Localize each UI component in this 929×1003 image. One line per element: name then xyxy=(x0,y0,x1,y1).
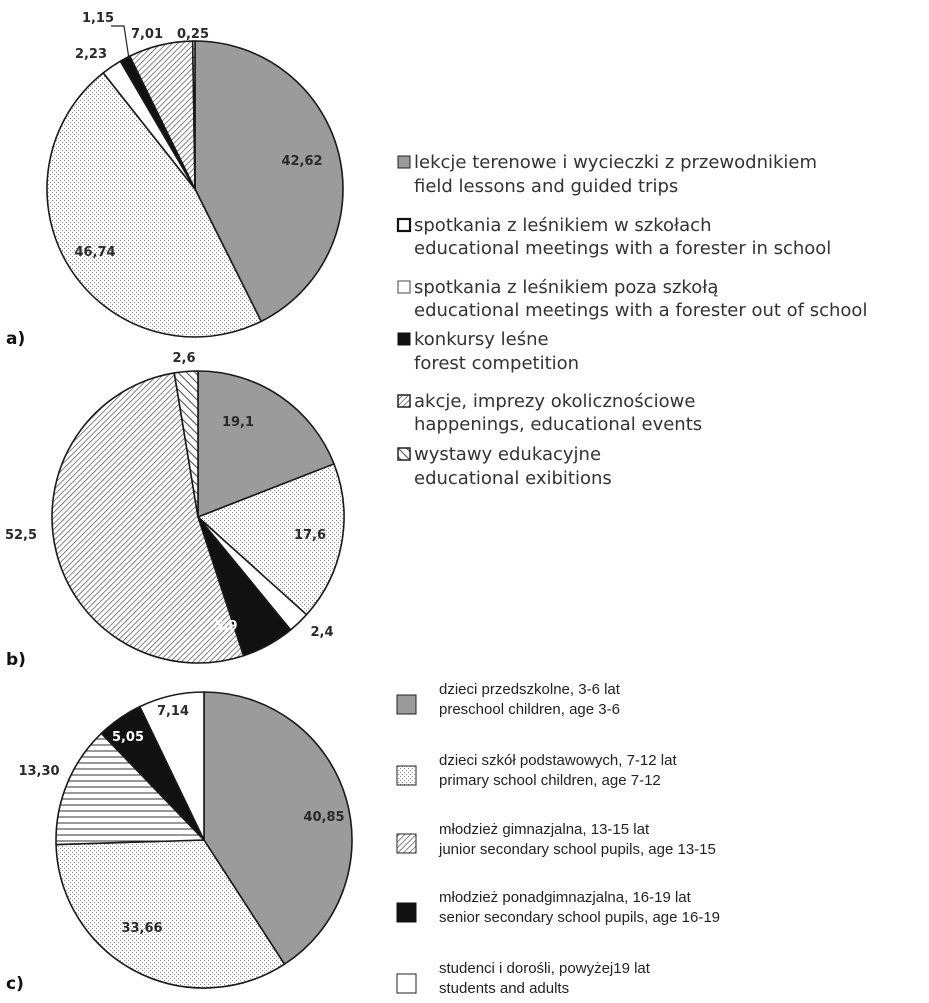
legend-label-pl: studenci i dorośli, powyżej19 lat xyxy=(439,960,651,977)
pie-0-data-label-2: 2,23 xyxy=(75,47,107,62)
legend-label-pl: dzieci przedszkolne, 3-6 lat xyxy=(439,681,621,698)
pie-2-slice-2 xyxy=(55,732,205,846)
legend-item-senior-secondary: młodzież ponadgimnazjalna, 16-19 lat sen… xyxy=(396,889,720,926)
legend-label-pl: wystawy edukacyjne xyxy=(414,444,601,465)
legend-item-happenings: akcje, imprezy okolicznościowe happening… xyxy=(397,391,702,435)
pie-1-data-label-1: 17,6 xyxy=(294,528,326,543)
legend-label-en: preschool children, age 3-6 xyxy=(439,701,620,718)
legend-label-en: students and adults xyxy=(439,980,569,997)
legend-label-pl: lekcje terenowe i wycieczki z przewodnik… xyxy=(414,152,817,173)
legend-label-pl: spotkania z leśnikiem w szkołach xyxy=(414,215,711,236)
legend-activities: lekcje terenowe i wycieczki z przewodnik… xyxy=(396,152,867,489)
panel-letter-a: a) xyxy=(6,329,25,349)
pie-1-slice-4 xyxy=(51,372,245,664)
pie-2-data-label-3: 5,05 xyxy=(112,730,144,745)
pie-0-slice-1 xyxy=(46,72,262,338)
pie-chart-c: 40,85 33,66 13,30 5,05 7,14 xyxy=(18,691,353,989)
legend-item-meetings-out-of-school: spotkania z leśnikiem poza szkołą educat… xyxy=(397,277,867,321)
leader-line-1-15 xyxy=(111,25,130,60)
legend-item-preschool: dzieci przedszkolne, 3-6 lat preschool c… xyxy=(396,681,621,718)
pie-2-data-label-1: 33,66 xyxy=(121,921,162,936)
pie-0-data-label-5: 0,25 xyxy=(177,27,209,42)
pie-1-data-label-3: 5,9 xyxy=(214,619,237,634)
legend-item-students-adults: studenci i dorośli, powyżej19 lat studen… xyxy=(396,960,651,997)
legend-label-en: forest competition xyxy=(414,353,579,374)
panel-letter-b: b) xyxy=(6,650,26,670)
pie-chart-b: 19,1 17,6 2,4 5,9 52,5 2,6 xyxy=(5,351,345,664)
legend-item-junior-secondary: młodzież gimnazjalna, 13-15 lat junior s… xyxy=(396,821,716,858)
leader-lines xyxy=(111,25,130,60)
pie-2-data-label-2: 13,30 xyxy=(18,764,59,779)
pie-1-slice-1 xyxy=(197,463,345,616)
pie-2-slice-1 xyxy=(55,839,286,989)
pie-2-data-label-0: 40,85 xyxy=(303,810,344,825)
pie-1-data-label-4: 52,5 xyxy=(5,528,37,543)
legend-item-primary: dzieci szkół podstawowych, 7-12 lat prim… xyxy=(396,752,677,789)
legend-item-forest-competition: konkursy leśne forest competition xyxy=(397,329,579,374)
pie-0-slice-0 xyxy=(194,40,344,323)
pie-2-data-label-4: 7,14 xyxy=(157,704,189,719)
legend-label-pl: akcje, imprezy okolicznościowe xyxy=(414,391,695,412)
legend-label-en: primary school children, age 7-12 xyxy=(439,772,661,789)
legend-label-en: educational exibitions xyxy=(414,468,612,489)
legend-label-pl: młodzież ponadgimnazjalna, 16-19 lat xyxy=(439,889,692,906)
legend-label-en: senior secondary school pupils, age 16-1… xyxy=(439,909,720,926)
legend-label-pl: konkursy leśne xyxy=(414,329,549,350)
pie-1-data-label-5: 2,6 xyxy=(172,351,195,366)
legend-label-en: junior secondary school pupils, age 13-1… xyxy=(438,841,716,858)
legend-item-field-lessons: lekcje terenowe i wycieczki z przewodnik… xyxy=(397,152,817,197)
pie-0-data-label-4: 7,01 xyxy=(131,27,163,42)
pie-0-data-label-1: 46,74 xyxy=(74,245,115,260)
legend-label-en: educational meetings with a forester in … xyxy=(414,238,831,259)
legend-label-en: field lessons and guided trips xyxy=(414,176,678,197)
pie-chart-a: 42,62 46,74 2,23 1,15 7,01 0,25 xyxy=(46,11,344,338)
pie-1-slice-0 xyxy=(197,370,335,518)
pie-1-data-label-2: 2,4 xyxy=(310,625,333,640)
pie-1-slice-5 xyxy=(173,370,199,518)
pie-2-slice-4 xyxy=(139,691,205,841)
pie-0-data-label-3: 1,15 xyxy=(82,11,114,26)
legend-label-pl: dzieci szkół podstawowych, 7-12 lat xyxy=(439,752,677,769)
legend-label-en: educational meetings with a forester out… xyxy=(414,300,867,321)
legend-label-pl: spotkania z leśnikiem poza szkołą xyxy=(414,277,718,298)
panel-letter-c: c) xyxy=(6,974,24,994)
legend-groups: dzieci przedszkolne, 3-6 lat preschool c… xyxy=(396,681,720,997)
legend-label-pl: młodzież gimnazjalna, 13-15 lat xyxy=(439,821,650,838)
pie-0-data-label-0: 42,62 xyxy=(281,154,322,169)
pie-1-data-label-0: 19,1 xyxy=(222,415,254,430)
pie-0-slice-5 xyxy=(191,40,196,190)
legend-item-exhibitions: wystawy edukacyjne educational exibition… xyxy=(397,444,612,489)
legend-item-meetings-in-school: spotkania z leśnikiem w szkołach educati… xyxy=(396,215,831,259)
legend-label-en: happenings, educational events xyxy=(414,414,702,435)
